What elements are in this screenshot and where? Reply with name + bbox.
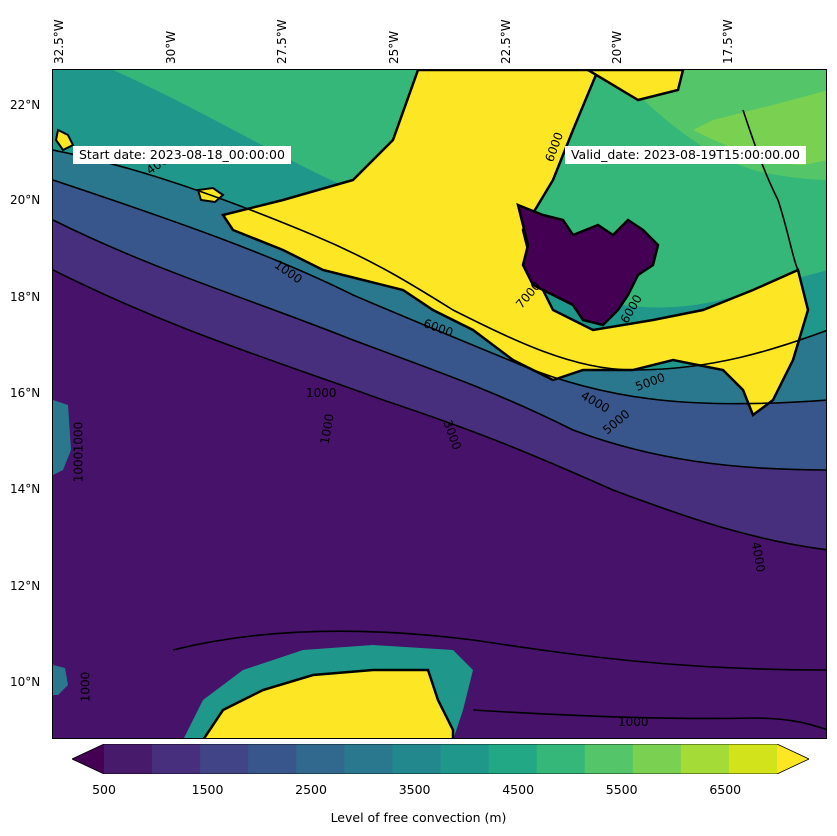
colorbar-segment	[248, 744, 297, 774]
contour-label: 1000	[71, 451, 86, 483]
colorbar-segment	[296, 744, 345, 774]
start-date-label: Start date: 2023-08-18_00:00:00	[73, 146, 291, 164]
latitude-label: 10°N	[10, 675, 41, 689]
colorbar-segment	[536, 744, 586, 774]
valid-date-label: Valid_date: 2023-08-19T15:00:00.00	[564, 146, 806, 164]
colorbar-segment	[104, 744, 153, 774]
contour-lines	[53, 109, 826, 731]
colorbar-segment	[584, 744, 634, 774]
colorbar-tick-label: 3500	[398, 782, 431, 797]
colorbar-segment	[488, 744, 538, 774]
colorbar-segment	[392, 744, 441, 774]
colorbar-tick-label: 2500	[295, 782, 327, 797]
longitude-label: 30°W	[164, 30, 178, 64]
filled-contour-map	[53, 70, 826, 738]
colorbar-segment	[728, 744, 778, 774]
latitude-label: 12°N	[10, 579, 41, 593]
contour-region-7000-north	[585, 70, 685, 102]
latitude-label: 22°N	[10, 98, 41, 112]
longitude-label: 25°W	[387, 30, 401, 64]
colorbar-segment	[632, 744, 682, 774]
colorbar-segment	[152, 744, 201, 774]
longitude-label: 20°W	[610, 30, 624, 64]
contour-region-low-pocket	[516, 202, 660, 327]
longitude-label: 22.5°W	[499, 19, 513, 64]
colorbar-tick-label: 500	[92, 782, 116, 797]
colorbar-tick-label: 4500	[502, 782, 535, 797]
colorbar-segment	[344, 744, 393, 774]
contour-region-west-edge-south	[53, 665, 68, 695]
map-panel: 4000600050006000400050006000100010003000…	[52, 69, 827, 739]
contour-region-west-edge	[53, 400, 71, 475]
contour-region-7000-main	[220, 70, 810, 417]
longitude-label: 27.5°W	[275, 19, 289, 64]
colorbar-tick-label: 1500	[191, 782, 224, 797]
colorbar-tick-label: 5500	[605, 782, 638, 797]
colorbar-label: Level of free convection (m)	[330, 810, 507, 825]
longitude-label: 32.5°W	[52, 19, 66, 64]
longitude-label: 17.5°W	[721, 19, 735, 64]
contour-label: 1000	[78, 671, 93, 703]
contour-label: 1000	[71, 421, 86, 453]
contour-label: 1000	[306, 386, 337, 400]
contour-region-7000-south	[202, 668, 455, 738]
contour-label: 1000	[618, 715, 649, 729]
colorbar-segment	[440, 744, 490, 774]
colorbar-extend-high	[777, 744, 809, 774]
contour-region-island-west	[54, 128, 75, 152]
colorbar-segment	[680, 744, 730, 774]
latitude-label: 20°N	[10, 193, 41, 207]
latitude-label: 18°N	[10, 290, 41, 304]
latitude-label: 16°N	[10, 386, 41, 400]
colorbar-extend-low	[72, 744, 104, 774]
colorbar	[72, 744, 809, 774]
colorbar-segment	[200, 744, 249, 774]
colorbar-tick-label: 6500	[709, 782, 742, 797]
latitude-label: 14°N	[10, 482, 41, 496]
